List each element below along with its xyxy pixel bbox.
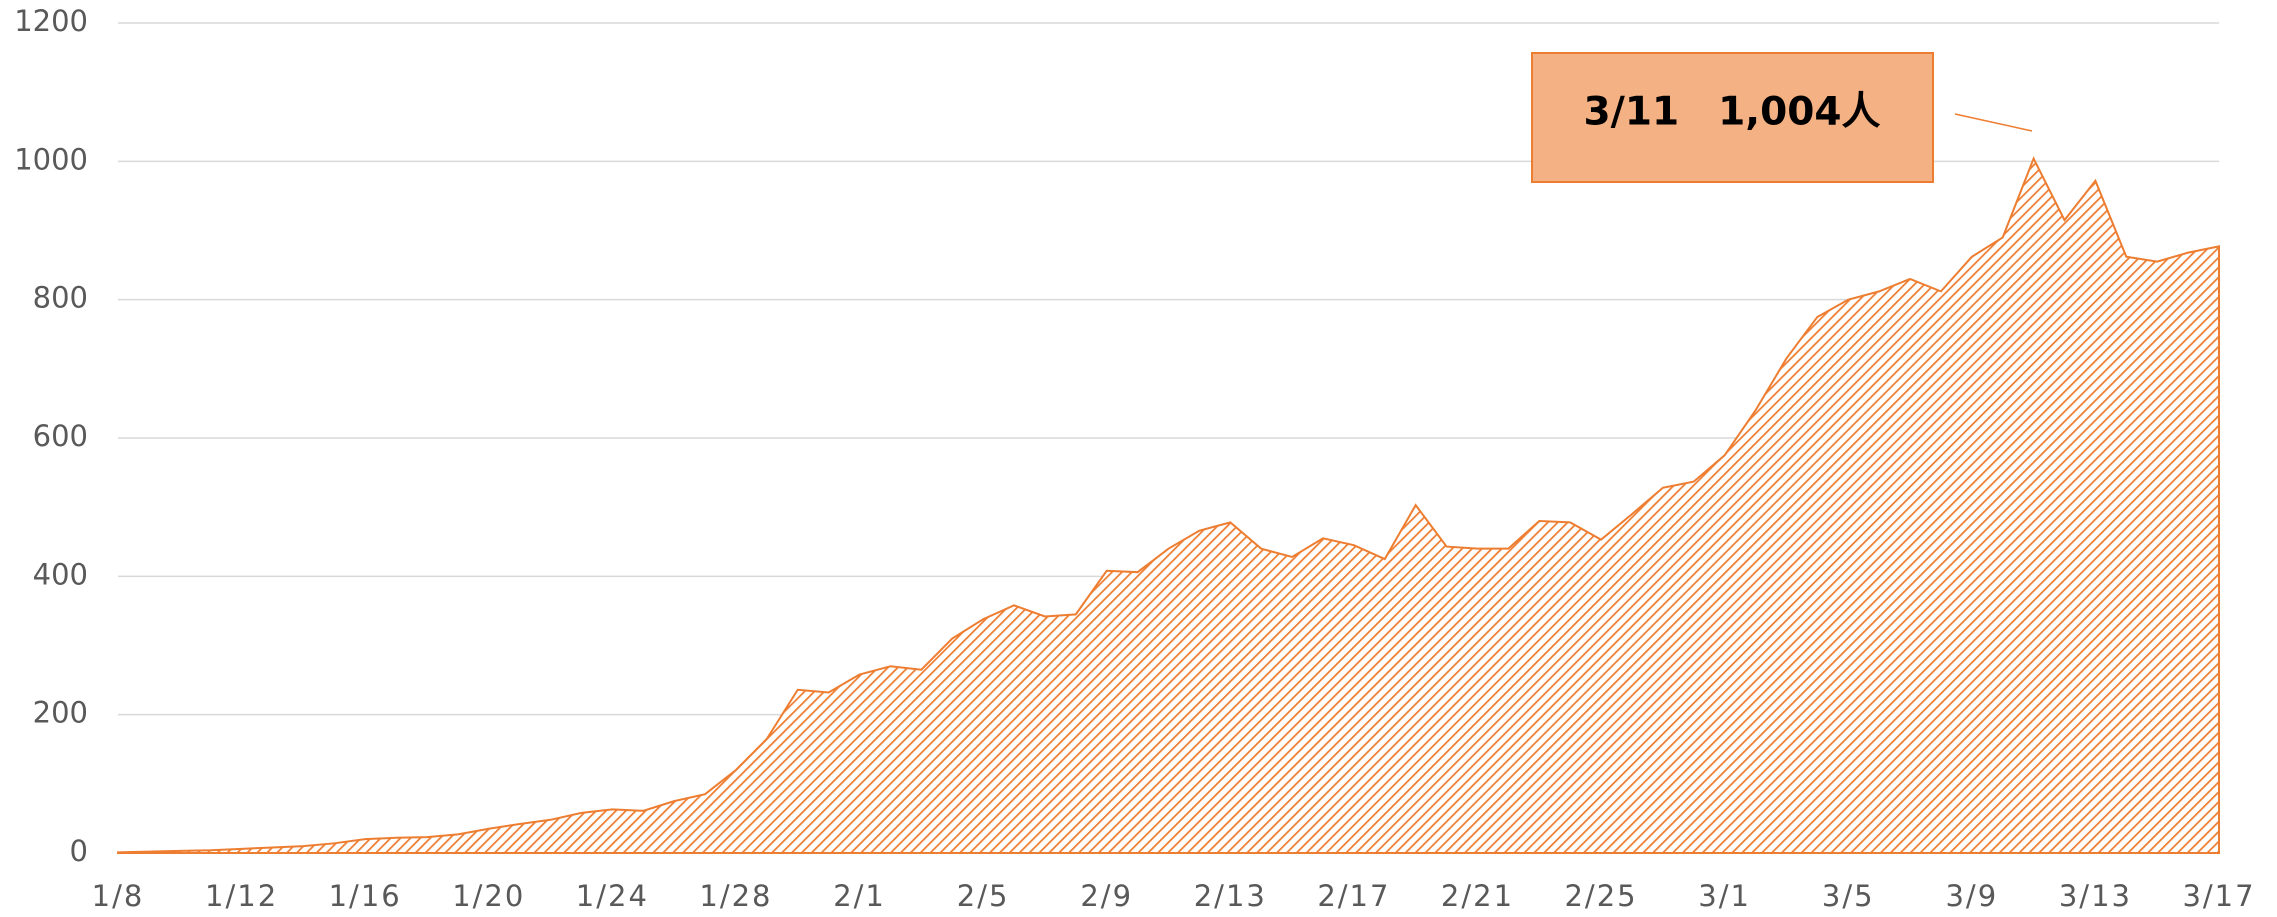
area: [117, 156, 2220, 854]
y-tick-label: 200: [33, 696, 88, 730]
annotation-box: [1531, 52, 1934, 183]
leader-line: [1954, 113, 2033, 132]
y-tick-label: 1200: [14, 4, 88, 38]
x-tick-label: 2/13: [1194, 879, 1267, 913]
x-tick-label: 2/17: [1317, 879, 1390, 913]
x-tick-label: 3/5: [1822, 879, 1875, 913]
x-tick-label: 2/1: [833, 879, 886, 913]
x-tick-label: 2/9: [1080, 879, 1133, 913]
x-tick-label: 1/28: [699, 879, 772, 913]
annotation: 3/11 1,004人: [1583, 90, 1880, 135]
x-tick-label: 1/24: [576, 879, 649, 913]
x-tick-label: 1/12: [205, 879, 278, 913]
x-tick-label: 3/13: [2059, 879, 2132, 913]
y-tick-label: 600: [33, 419, 88, 453]
x-tick-label: 3/9: [1945, 879, 1998, 913]
y-tick-label: 400: [33, 557, 88, 591]
x-tick-label: 2/25: [1564, 879, 1637, 913]
x-tick-label: 3/17: [2182, 879, 2255, 913]
x-tick-label: 1/16: [329, 879, 402, 913]
y-tick-label: 1000: [14, 142, 88, 176]
x-tick-label: 2/21: [1441, 879, 1514, 913]
x-tick-label: 1/8: [92, 879, 145, 913]
x-tick-label: 2/5: [957, 879, 1010, 913]
x-tick-label: 3/1: [1698, 879, 1751, 913]
x-tick-label: 1/20: [452, 879, 525, 913]
y-tick-label: 800: [33, 281, 88, 315]
y-tick-label: 0: [70, 834, 88, 868]
